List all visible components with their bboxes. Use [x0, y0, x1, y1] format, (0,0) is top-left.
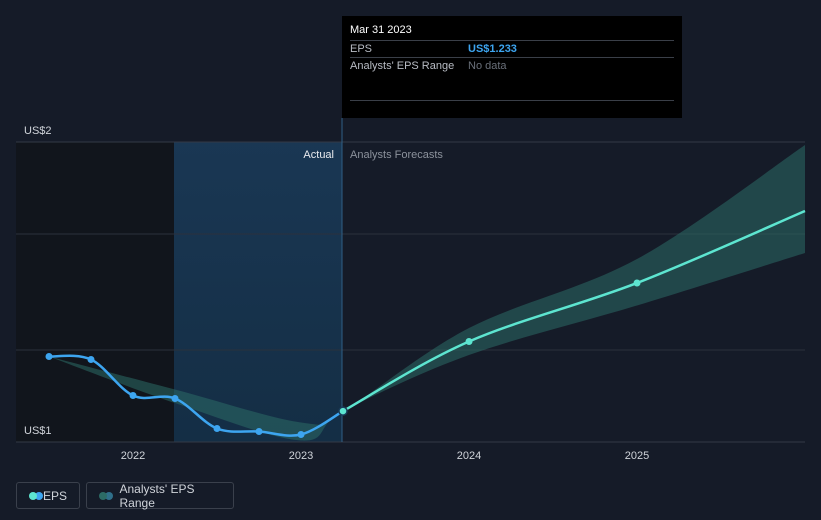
legend-eps-button[interactable]: EPS	[16, 482, 80, 509]
legend-range-button[interactable]: Analysts' EPS Range	[86, 481, 234, 510]
tooltip: Mar 31 2023 EPS US$1.233 Analysts' EPS R…	[342, 16, 682, 118]
x-tick-label: 2024	[457, 450, 481, 462]
actual-region-label: Actual	[303, 149, 334, 161]
eps-point	[338, 406, 348, 416]
legend-eps-label: EPS	[42, 488, 67, 503]
tooltip-range-value: No data	[468, 60, 507, 72]
tooltip-eps-label: EPS	[350, 43, 373, 55]
tooltip-footer-divider	[350, 100, 674, 101]
tooltip-range-row: Analysts' EPS Range No data	[350, 57, 674, 74]
analysts-eps-range-band	[49, 145, 805, 441]
eps-point	[87, 356, 95, 363]
eps-point	[297, 431, 305, 438]
x-tick-label: 2025	[625, 450, 649, 462]
legend-range-label: Analysts' EPS Range	[119, 481, 195, 510]
eps-point	[45, 353, 53, 360]
eps-forecast-point	[633, 279, 641, 287]
y-label-top: US$2	[24, 125, 52, 137]
eps-point	[213, 425, 221, 432]
tooltip-date: Mar 31 2023	[350, 24, 412, 36]
tooltip-range-label: Analysts' EPS Range	[350, 60, 455, 72]
x-tick-label: 2023	[289, 450, 313, 462]
eps-series-line	[48, 354, 344, 437]
eps-point	[129, 392, 137, 399]
x-tick-label: 2022	[121, 450, 145, 462]
legend-eps-icon	[29, 491, 43, 500]
eps-point	[171, 395, 179, 402]
forecast-region-label: Analysts Forecasts	[350, 149, 443, 161]
y-label-bottom: US$1	[24, 425, 52, 437]
tooltip-eps-value: US$1.233	[468, 43, 517, 55]
eps-point	[255, 428, 263, 435]
legend-range-icon	[99, 491, 113, 500]
actual-highlight-region	[174, 142, 342, 442]
eps-forecast-series-line	[342, 209, 806, 413]
tooltip-eps-row: EPS US$1.233	[350, 40, 674, 57]
eps-forecast-point	[465, 338, 473, 345]
